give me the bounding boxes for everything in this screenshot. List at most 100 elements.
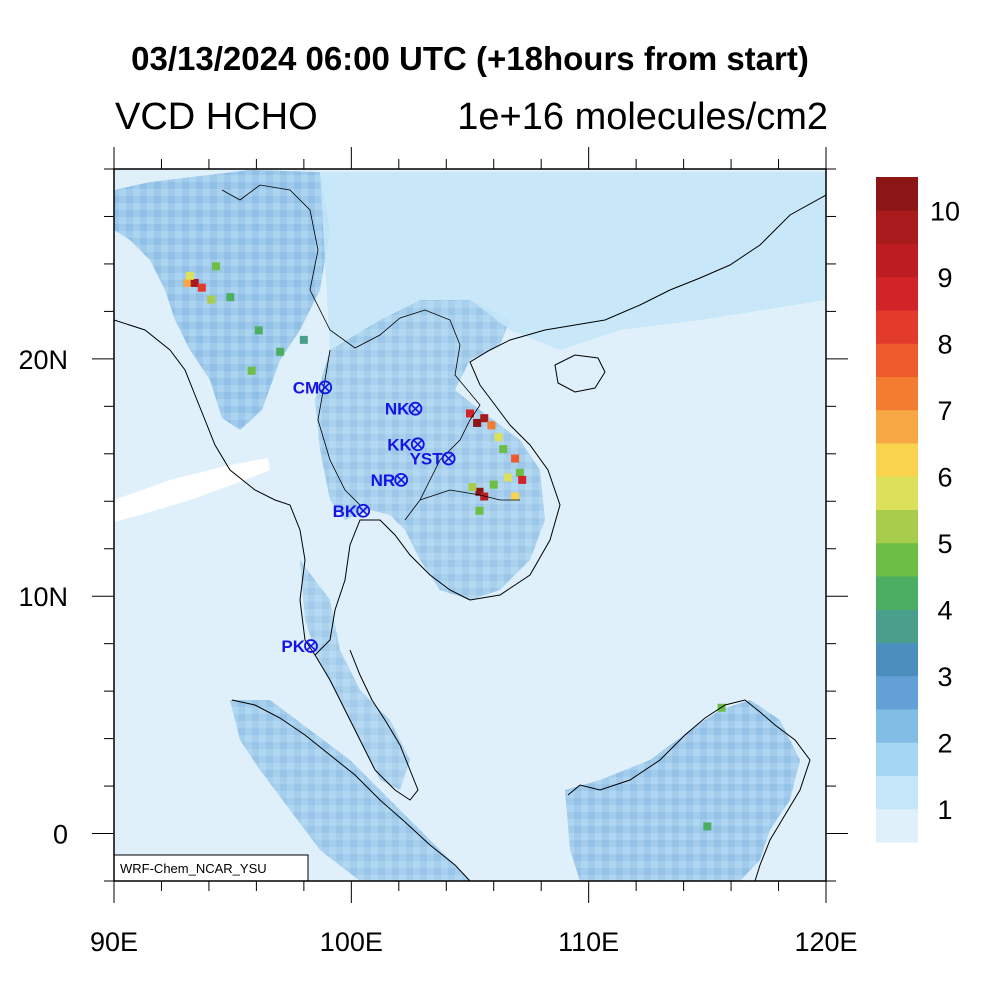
colorbar-segment	[876, 709, 918, 743]
site-label-cm: CM	[293, 378, 319, 397]
colorbar-label: 1	[937, 795, 952, 825]
x-tick-label: 90E	[90, 927, 138, 957]
coastline-malay-peninsula	[314, 649, 419, 801]
coastline-vietnam	[469, 194, 826, 601]
hotspot-cell	[703, 822, 712, 831]
hotspot-cell	[487, 421, 496, 430]
field-indochina	[315, 300, 545, 600]
site-marker	[410, 437, 425, 452]
colorbar-segment	[876, 542, 918, 577]
site-marker-cross	[443, 453, 454, 464]
hotspot-cell	[518, 475, 527, 484]
hotspot-cell	[473, 418, 482, 427]
hotspot-cell	[212, 262, 221, 271]
site-label-bk: BK	[333, 502, 358, 521]
hotspot-cell	[185, 271, 194, 280]
colorbar-segment	[876, 509, 918, 544]
units-label: 1e+16 molecules/cm2	[457, 96, 828, 138]
site-marker	[394, 473, 409, 487]
colorbar-segment	[876, 276, 918, 311]
site-marker	[441, 451, 456, 466]
colorbar-label: 5	[937, 529, 952, 559]
site-marker	[356, 503, 371, 518]
border-inland	[221, 184, 520, 521]
colorbar-label: 7	[937, 396, 952, 426]
colorbar-label: 6	[937, 462, 952, 492]
hotspot-cell	[511, 454, 520, 463]
y-tick-label: 0	[53, 820, 68, 850]
hotspot-cell	[190, 278, 199, 287]
hotspot-cell	[511, 492, 520, 501]
field-sumatra	[230, 700, 470, 881]
hotspot-cell	[515, 468, 524, 477]
axis-ticks: 90E 100E 110E 120E 0 10N 20N	[18, 147, 858, 957]
site-marker	[318, 380, 333, 395]
site-marker-cross	[410, 403, 421, 414]
hotspot-cell	[276, 347, 285, 356]
colorbar-segment	[876, 243, 918, 278]
coastline-hainan	[554, 354, 606, 393]
colorbar-segment	[876, 376, 918, 411]
land-field	[114, 170, 826, 881]
hotspot-cell	[466, 409, 474, 418]
site-marker-cross	[306, 641, 316, 651]
site-label-pk: PK	[281, 637, 305, 656]
variable-name: VCD HCHO	[115, 96, 318, 138]
hotspot-cell	[254, 326, 263, 335]
y-tick-label: 20N	[18, 345, 68, 375]
x-tick-label: 100E	[320, 927, 383, 957]
site-marker-cross	[396, 475, 406, 485]
colorbar-label: 8	[937, 329, 952, 359]
colorbar-segment	[876, 675, 918, 710]
hotspot-cell	[480, 492, 489, 501]
field-peninsula	[300, 560, 410, 790]
field-myanmar	[114, 170, 330, 430]
colorbar-label: 4	[937, 595, 952, 625]
coastline-borneo	[567, 699, 811, 881]
site-marker	[408, 401, 423, 416]
hotspot-cell	[468, 483, 477, 492]
colorbar-segment	[876, 343, 918, 377]
site-marker	[304, 639, 318, 653]
site-label-kk: KK	[387, 435, 412, 454]
site-label-nr: NR	[371, 471, 396, 490]
hotspot-cell	[226, 293, 235, 302]
colorbar-segment	[876, 576, 918, 610]
hotspot-cell	[489, 480, 498, 489]
hotspot-cell	[197, 283, 206, 292]
colorbar-segment	[876, 609, 918, 643]
colorbar-label: 10	[930, 196, 960, 226]
colorbar: 1 2 3 4 5 6 7 8 9 10	[876, 177, 960, 843]
x-tick-label: 120E	[794, 927, 857, 957]
colorbar-segment	[876, 177, 918, 211]
hotspot-cell	[480, 414, 489, 423]
colorbar-label: 2	[937, 728, 952, 758]
hotspot-cell	[494, 433, 503, 442]
field-borneo	[565, 700, 800, 881]
colorbar-segment	[876, 476, 918, 510]
colorbar-segment	[876, 742, 918, 776]
hotspot-cell	[503, 473, 512, 482]
cloud-gap	[114, 458, 270, 522]
colorbar-label: 3	[937, 662, 952, 692]
hotspot-cell	[247, 366, 256, 375]
site-label-yst: YST	[410, 450, 444, 469]
y-tick-label: 10N	[18, 582, 68, 612]
coastline-gulf-of-thailand	[314, 519, 471, 656]
coastline-sumatra	[231, 699, 471, 881]
hotspot-cell	[475, 487, 484, 496]
colorbar-segment	[876, 642, 918, 677]
site-marker-cross	[413, 439, 423, 450]
colorbar-segment	[876, 775, 918, 810]
map-frame	[113, 168, 827, 882]
colorbar-segment	[876, 409, 918, 444]
x-tick-label: 110E	[558, 927, 619, 957]
hotspot-cell	[207, 295, 216, 304]
colorbar-segment	[876, 310, 918, 344]
hotspot-cell	[183, 278, 192, 287]
colorbar-segment	[876, 443, 918, 477]
hotspot-cell	[299, 335, 308, 344]
site-label-nk: NK	[385, 400, 410, 419]
